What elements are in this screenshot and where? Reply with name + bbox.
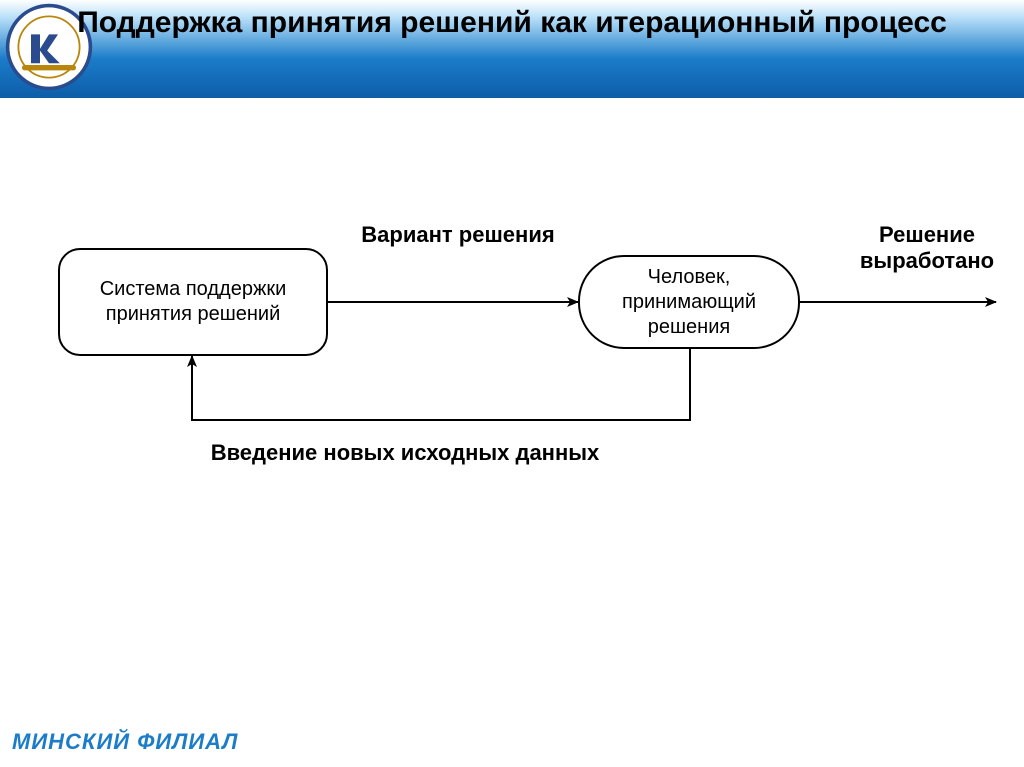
edge-label-solution-variant: Вариант решения [358, 222, 558, 248]
edge-label-solution-done: Решение выработано [842, 222, 1012, 275]
footer-branding: МИНСКИЙ ФИЛИАЛ [12, 729, 238, 755]
flow-node-decision-maker: Человек, принимающий решения [578, 255, 800, 349]
flow-node-dss: Система поддержки принятия решений [58, 248, 328, 356]
slide: Поддержка принятия решений как итерацион… [0, 0, 1024, 767]
page-title: Поддержка принятия решений как итерацион… [0, 6, 1024, 41]
edge-label-new-input-data: Введение новых исходных данных [195, 440, 615, 466]
flow-arrows [0, 0, 1024, 767]
